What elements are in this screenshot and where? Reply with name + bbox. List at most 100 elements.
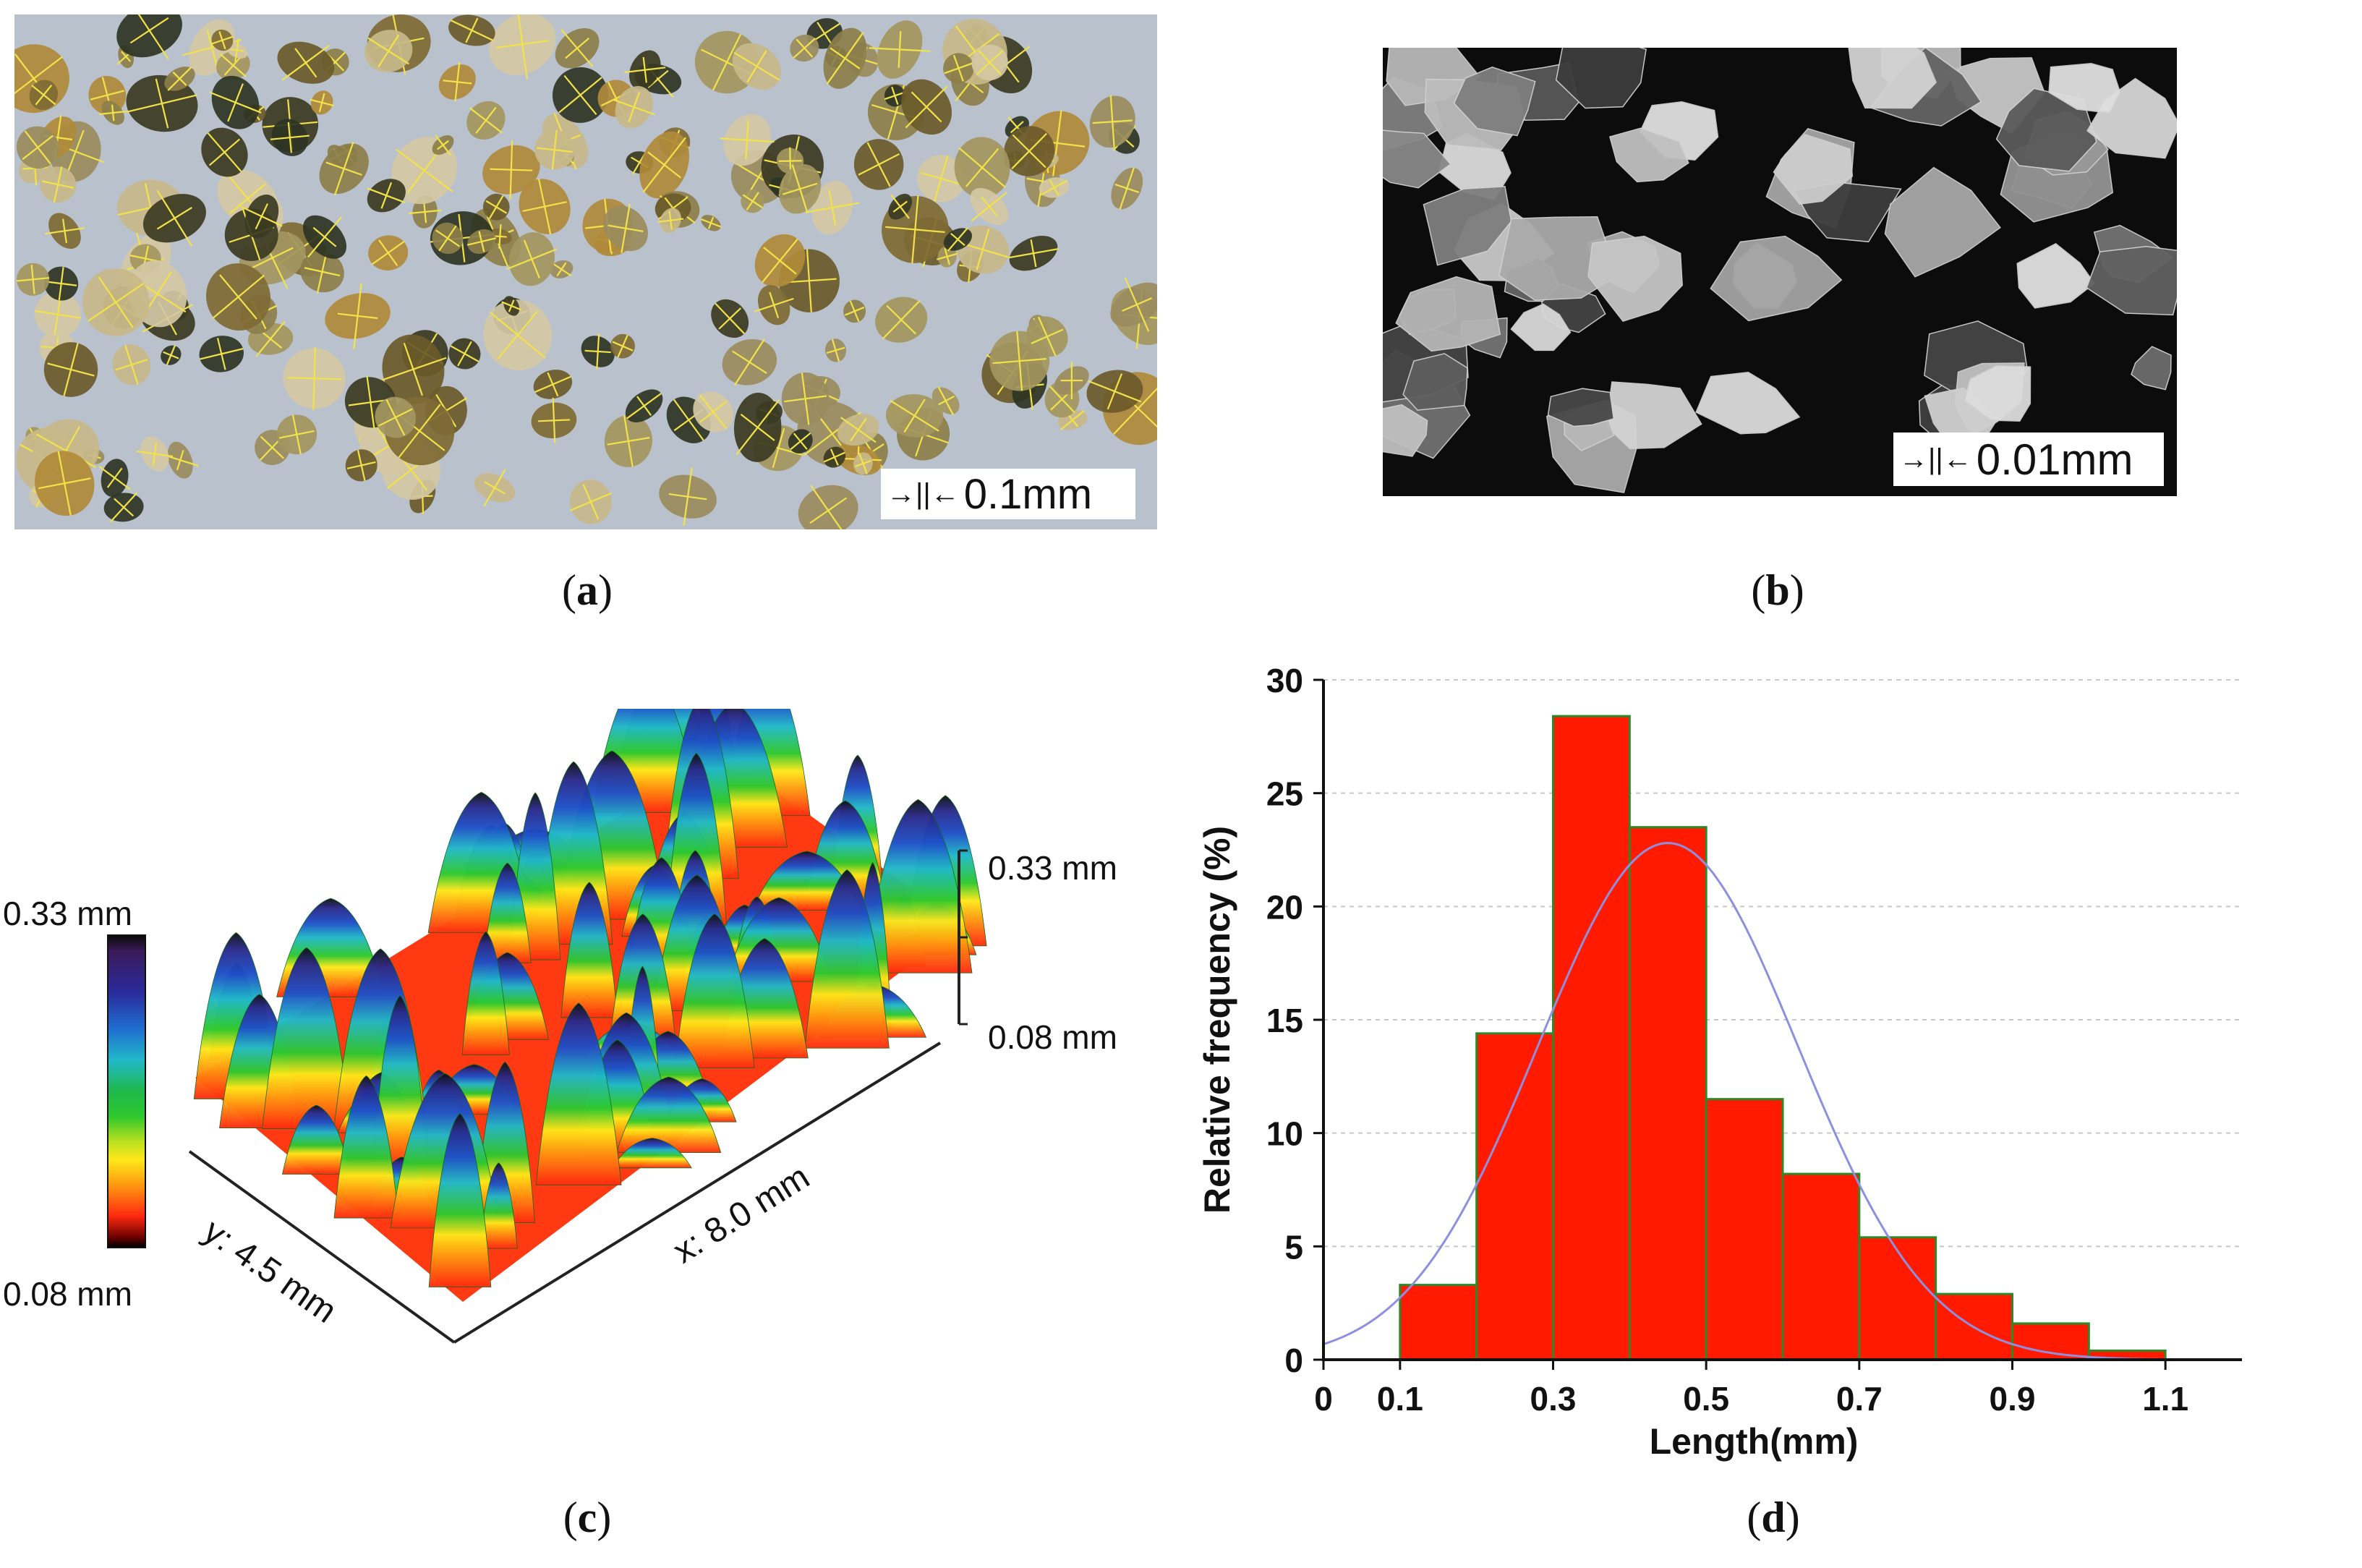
grain-axis-line [746,192,759,211]
grain-axis-line [830,47,861,69]
grain-axis-line [1012,134,1046,169]
grain-axis-line [378,408,413,427]
grain-axis-line [796,38,814,58]
surface-peak [535,1002,622,1185]
grain-axis-line [746,50,767,83]
grain-axis-line [891,86,899,105]
caption-a: (a) [562,566,613,614]
grain-axis-line [312,226,337,247]
histogram-bar [1552,715,1631,1361]
grain-axis-line [378,34,400,68]
grain-axis-line [227,83,244,122]
grain-axis-line [732,350,767,374]
histogram-bar [1705,1098,1784,1361]
sem-grain [1547,388,1615,427]
grain-axis-line [121,51,132,62]
grain-axis-line [493,235,507,238]
grain-axis-line [965,148,999,187]
grain-axis-line [536,147,573,153]
surface-plot: 0.33 mm 0.08 mm x: 8.0 mm y: 4.5 mm [188,709,1117,1344]
y-tick-label: 10 [1266,1115,1303,1153]
histogram-bar [1781,1172,1861,1361]
grain-axis-line [223,55,242,76]
grain-axis-line [992,358,1046,365]
surface-peak [461,931,510,1055]
surface-peak [674,913,755,1068]
grain-axis-line [563,74,597,115]
grain-axis-line [115,359,148,371]
grain-axis-line [952,54,964,82]
y-tick-label: 20 [1266,888,1303,926]
surface-peak [428,1112,492,1287]
sem-grain [1695,372,1801,435]
scale-bar-b: →||← 0.01mm [1893,433,2164,486]
colorbar-top-label: 0.33 mm [3,895,132,932]
surface-peak [804,869,890,1049]
grain-axis-line [378,239,398,267]
histogram-chart: 0 5 10 15 20 25 30 0 0.1 0.3 0.5 0.7 0.9 1.1 Length(mm… [1197,662,2242,1462]
y-tick-label: 25 [1266,775,1303,813]
grain-axis-line [47,362,95,377]
sem-grain [1847,32,1937,109]
grain-axis-line [230,48,244,52]
grain-axis-line [903,399,926,433]
colorbar-bottom-label: 0.08 mm [3,1275,132,1313]
grain-axis-line [156,206,192,230]
grain-axis-line [556,262,567,277]
grain-axis-line [858,153,900,176]
grain-axis-line [828,189,837,226]
grain-axis-line [219,274,257,320]
grain-axis-line [152,442,158,466]
grain-axis-line [830,448,839,466]
grain-axis-line [950,233,965,247]
grain-axis-line [937,395,955,406]
caption-c: (c) [563,1494,612,1541]
sem-grain [1498,216,1619,301]
colorbar [107,934,146,1248]
grain-axis-line [628,91,641,123]
z-axis-bottom-label: 0.08 mm [988,1018,1117,1056]
grain-axis-line [406,147,442,194]
sand-micrograph-image [0,1,1174,537]
grain-axis-line [668,211,673,230]
grain-axis-line [216,338,226,370]
grain-axis-line [772,427,785,469]
grain-axis-line [22,135,54,161]
grain-axis-line [944,248,950,265]
grain-axis-line [826,346,845,354]
grain-axis-line [1031,328,1064,344]
grain-axis-line [809,497,848,524]
grain-axis-line [42,180,74,189]
grain-axis-line [485,200,508,214]
grain-axis-line [854,459,872,468]
scale-bar-arrow-icon: →||← [887,477,960,510]
grain-axis-line [668,493,707,500]
grain-axis-line [403,342,424,396]
grain-axis-line [523,239,540,278]
scale-bar-label: 0.1mm [963,470,1093,518]
grain-axis-line [490,168,533,171]
grain-axis-line [976,229,990,270]
grain-axis-line [978,49,1002,75]
grain-axis-line [67,129,85,174]
surface-peak [616,1076,722,1154]
grain-axis-line [129,17,169,44]
grain-axis-line [607,437,650,446]
grain-axis-line [380,182,393,209]
scale-bar-a: →||← 0.1mm [881,469,1135,519]
grain-axis-line [106,467,123,488]
grain-axis-line [537,419,571,422]
grain-axis-line [565,38,590,59]
histogram-bar [2011,1322,2090,1361]
sem-grain [1395,276,1501,352]
grain-axis-line [1030,239,1037,268]
grain-axis-line [318,93,325,113]
sem-grain [1710,235,1843,322]
grain-axis-line [642,56,647,83]
grain-axis-line [478,231,485,252]
grain-axis-line [849,418,867,442]
grain-axis-line [817,22,833,46]
grain-axis-line [522,201,567,213]
grain-axis-line [508,299,515,312]
grain-axis-line [707,216,715,229]
